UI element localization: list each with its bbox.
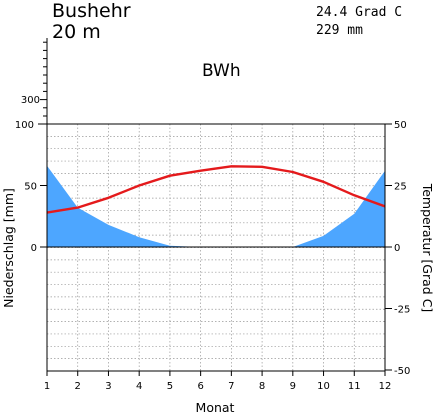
y-tick-label-left: 300: [21, 95, 40, 106]
x-tick-label: 6: [197, 381, 203, 392]
climate-class: BWh: [202, 61, 241, 81]
y-tick-label-right: 0: [394, 243, 400, 254]
y-tick-label-right: 50: [394, 120, 407, 131]
precipitation-area: [47, 165, 385, 247]
x-tick-label: 1: [44, 381, 50, 392]
y-tick-label-right: -50: [394, 366, 410, 377]
mean-temperature: 24.4 Grad C: [316, 5, 402, 20]
y-tick-label-left: 100: [15, 120, 34, 131]
x-tick-label: 3: [105, 381, 111, 392]
station-name: Bushehr: [52, 0, 131, 22]
y-tick-label-left: 0: [31, 243, 37, 254]
x-tick-label: 9: [290, 381, 296, 392]
y-tick-label-right: 25: [394, 182, 407, 193]
temperature-line: [46, 165, 386, 214]
y-axis-right-label: Temperatur [Grad C]: [420, 183, 435, 313]
x-tick-label: 4: [136, 381, 142, 392]
y-tick-label-left: 50: [24, 182, 37, 193]
x-axis-label: Monat: [196, 400, 235, 415]
y-axis-left-label: Niederschlag [mm]: [1, 188, 16, 308]
x-tick-label: 5: [167, 381, 173, 392]
x-tick-label: 8: [259, 381, 265, 392]
x-tick-label: 2: [75, 381, 81, 392]
x-tick-label: 11: [348, 381, 361, 392]
axes: [38, 38, 392, 376]
x-tick-label: 12: [379, 381, 392, 392]
x-tick-label: 7: [228, 381, 234, 392]
x-tick-label: 10: [317, 381, 330, 392]
annual-precipitation: 229 mm: [316, 23, 363, 38]
station-elevation: 20 m: [52, 21, 101, 43]
y-tick-label-right: -25: [394, 305, 410, 316]
